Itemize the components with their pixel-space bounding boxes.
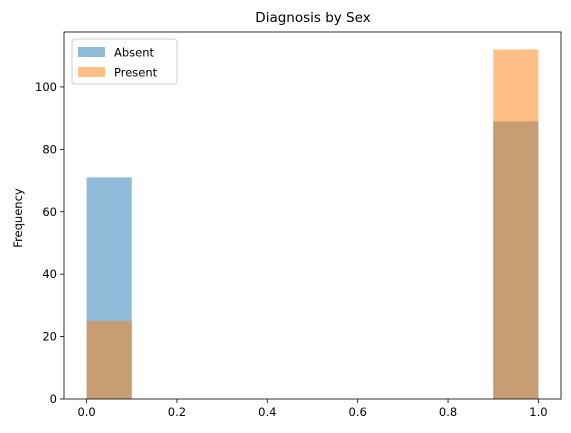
y-tick-label: 80 (42, 142, 57, 156)
plot-frame (63, 31, 562, 400)
chart-title: Diagnosis by Sex (255, 10, 370, 26)
y-tick-label: 20 (42, 330, 57, 344)
legend-swatch-absent (78, 47, 105, 57)
x-tick-label: 0.8 (439, 405, 457, 419)
legend: Absent Present (71, 38, 178, 85)
bar-present-1 (493, 49, 539, 399)
legend-swatch-present (78, 67, 105, 77)
plot-area (86, 49, 539, 399)
y-axis-label: Frequency (11, 188, 25, 248)
x-tick-label: 0.2 (168, 405, 186, 419)
y-tick-label: 40 (42, 267, 57, 281)
y-tick-label: 100 (35, 80, 57, 94)
y-tick-label: 0 (50, 392, 57, 406)
x-tick-label: 1.0 (529, 405, 547, 419)
legend-label-present: Present (114, 66, 158, 80)
x-tick-label: 0.6 (349, 405, 367, 419)
axes: 0.0 0.2 0.4 0.6 0.8 1.0 0 20 40 60 80 100 (35, 31, 562, 419)
legend-label-absent: Absent (114, 46, 155, 60)
x-tick-label: 0.0 (77, 405, 95, 419)
x-tick-label: 0.4 (258, 405, 276, 419)
y-tick-label: 60 (42, 205, 57, 219)
bar-present-0 (86, 320, 132, 399)
